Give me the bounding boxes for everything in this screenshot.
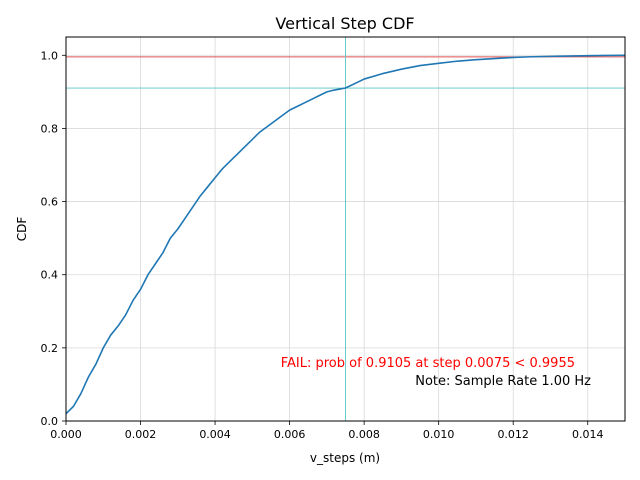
x-tick-label: 0.002 [125,428,157,441]
y-tick-label: 1.0 [41,49,59,62]
y-axis-label: CDF [15,217,29,242]
x-axis-ticks: 0.000 0.002 0.004 0.006 0.008 0.010 0.012 0.014 [50,421,603,441]
y-tick-label: 0.4 [41,269,59,282]
y-tick-label: 0.2 [41,342,59,355]
x-tick-label: 0.000 [50,428,82,441]
y-tick-label: 0.8 [41,122,59,135]
x-tick-label: 0.014 [572,428,604,441]
note-annotation: Note: Sample Rate 1.00 Hz [415,374,591,389]
y-tick-label: 0.0 [41,415,59,428]
fail-annotation: FAIL: prob of 0.9105 at step 0.0075 < 0.… [281,356,575,371]
x-tick-label: 0.010 [423,428,455,441]
x-tick-label: 0.006 [274,428,306,441]
x-tick-label: 0.004 [199,428,231,441]
cdf-series-line [65,54,626,415]
y-tick-label: 0.6 [41,196,59,209]
x-tick-label: 0.008 [348,428,380,441]
y-axis-ticks: 0.0 0.2 0.4 0.6 0.8 1.0 [41,49,66,428]
plot-frame [65,36,626,422]
series-layer [65,54,626,415]
x-tick-label: 0.012 [497,428,529,441]
x-axis-label: v_steps (m) [310,451,380,465]
chart-title: Vertical Step CDF [275,14,414,33]
